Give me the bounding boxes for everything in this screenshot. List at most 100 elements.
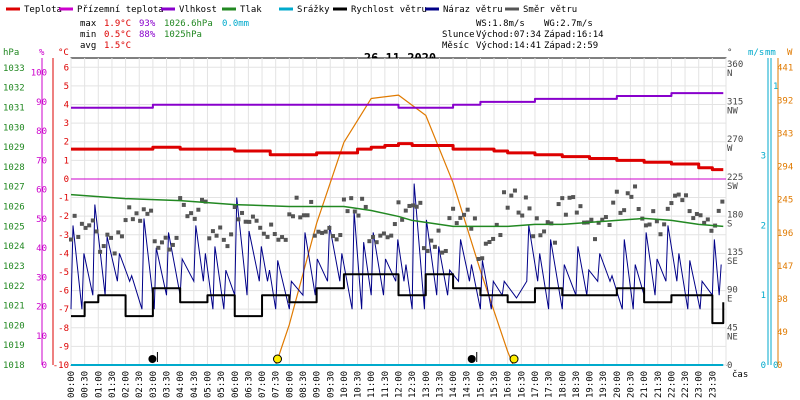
x-tick-label: 14:30 [463, 371, 473, 398]
axis-pct-tick: 20 [36, 303, 47, 313]
sunrise-time: Východ:07:34 [476, 30, 541, 40]
series-wind-dir-point [622, 208, 627, 213]
sun-label: Slunce [442, 30, 475, 40]
series-wind-dir-point [371, 235, 376, 240]
x-tick-label: 20:30 [626, 371, 636, 398]
stat-max-label: max [80, 19, 97, 29]
x-tick-label: 13:30 [435, 371, 445, 398]
x-tick-label: 19:30 [599, 371, 609, 398]
series-wind-dir-point [298, 215, 303, 220]
x-tick-label: 08:30 [299, 371, 309, 398]
series-wind-dir-point [341, 197, 346, 202]
x-tick-label: 23:00 [695, 371, 705, 398]
series-wind-dir-point [280, 235, 285, 240]
series-wind-dir-point [156, 245, 161, 250]
x-tick-label: 06:30 [244, 371, 254, 398]
series-wind-dir-point [159, 240, 164, 245]
x-tick-label: 10:00 [340, 371, 350, 398]
axis-degc-tick: 0 [64, 175, 69, 185]
series-wind-dir-point [720, 199, 725, 204]
stat-min-press: 1025hPa [164, 30, 202, 40]
axis-degc-tick: 2 [64, 138, 69, 148]
series-wind-dir-point [232, 205, 237, 210]
wind-speed-summary: WS:1.8m/s [476, 19, 525, 29]
axis-hpa-tick: 1031 [3, 104, 25, 114]
series-wind-dir-point [352, 209, 357, 214]
sunset-time: Západ:16:14 [544, 30, 604, 40]
x-tick-label: 00:00 [67, 371, 77, 398]
gridlines [70, 58, 727, 366]
series-wind-dir-point [378, 233, 383, 238]
series-wind-dir-point [174, 235, 179, 240]
axis-hpa-tick: 1032 [3, 84, 25, 94]
series-wind-speed [71, 273, 725, 325]
series-wind-dir-point [331, 234, 335, 239]
series-wind-dir-point [625, 191, 630, 196]
x-tick-label: 17:30 [545, 371, 555, 398]
series-wind-dir-point [72, 213, 77, 218]
series-wind-dir-point [523, 195, 528, 200]
series-wind-dir-point [436, 228, 441, 233]
series-wind-dir-point [494, 222, 499, 227]
series-wind-dir-point [221, 237, 226, 242]
x-tick-label: 07:30 [272, 371, 282, 398]
axis-degc-tick: -1 [58, 194, 69, 204]
axis-mm-tick: 0 [773, 361, 778, 371]
axis-deg-tick: 360 [727, 60, 743, 70]
series-wind-dir-point [327, 225, 332, 230]
series-wind-dir-point [312, 233, 317, 238]
series-wind-dir-point [200, 197, 204, 202]
x-tick-label: 05:30 [217, 371, 227, 398]
series-wind-dir-point [305, 213, 310, 218]
axis-hpa-tick: 1027 [3, 183, 25, 193]
series-wind-dir-point [673, 193, 678, 198]
series-wind-dir-point [181, 202, 186, 207]
x-tick-label: 18:00 [558, 371, 568, 398]
series-wind-dir-point [294, 195, 299, 200]
x-tick-label: 16:30 [517, 371, 527, 398]
x-tick-label: 15:30 [490, 371, 500, 398]
series-wind-dir-point [472, 216, 477, 221]
x-tick-label: 03:00 [149, 371, 159, 398]
series-wind-dir-point [250, 214, 255, 219]
series-wind-dir-point [83, 225, 88, 230]
axis-w-tick: 0 [777, 361, 782, 371]
series-wind-dir-point [414, 204, 419, 209]
axis-w-tick: 245 [777, 196, 793, 206]
series-wind-dir-point [240, 210, 245, 215]
series-wind-dir-point [629, 194, 634, 199]
x-tick-label: 21:00 [640, 371, 650, 398]
x-tick-label: 07:00 [258, 371, 268, 398]
series-wind-dir-point [392, 222, 397, 227]
axis-deg-dir: NE [727, 332, 738, 342]
series-wind-dir-point [705, 217, 710, 222]
unit-deg: ° [727, 48, 732, 58]
stat-max-hum: 93% [139, 19, 156, 29]
series-wind-dir-point [127, 205, 132, 210]
x-tick-label: 02:00 [122, 371, 132, 398]
series-wind-dir-point [520, 213, 525, 218]
series-wind-dir-point [694, 211, 699, 216]
series-gust [70, 183, 722, 310]
series-wind-dir-point [411, 203, 416, 208]
series-wind-dir-point [196, 207, 201, 212]
x-tick-label: 22:30 [681, 371, 691, 398]
series-wind-dir-point [440, 250, 445, 255]
x-tick-label: 02:30 [135, 371, 145, 398]
axis-degc-tick: -8 [58, 324, 69, 334]
series-wind-dir-point [643, 223, 648, 228]
axis-hpa-tick: 1033 [3, 64, 25, 74]
series-wind-dir-point [87, 223, 92, 228]
axis-hpa-tick: 1024 [3, 242, 25, 252]
x-tick-label: 09:00 [313, 371, 323, 398]
x-tick-label: 17:00 [531, 371, 541, 398]
series-wind-dir-point [374, 240, 379, 245]
axis-deg-tick: 90 [727, 286, 738, 296]
axis-deg-dir: SE [727, 257, 738, 267]
axis-w-tick: 196 [777, 229, 793, 239]
series-wind-dir-point [98, 249, 103, 254]
series-wind-dir-point [170, 242, 175, 247]
axis-degc-tick: 5 [64, 82, 69, 92]
x-tick-label: 04:30 [190, 371, 200, 398]
